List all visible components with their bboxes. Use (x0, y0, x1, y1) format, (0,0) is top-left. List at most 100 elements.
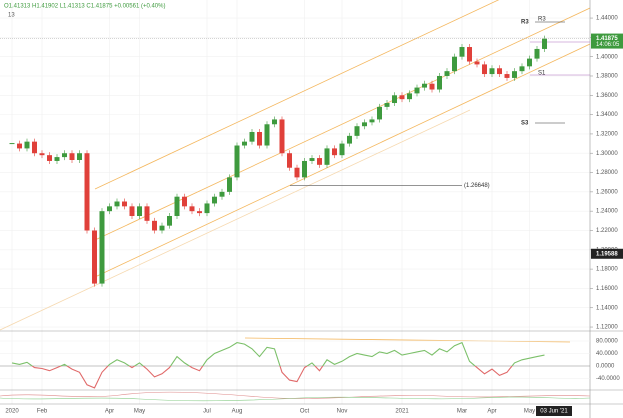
candle-body (84, 153, 90, 231)
candle-body (444, 71, 450, 76)
x-tick-label: 2021 (395, 409, 409, 415)
candle-body (257, 131, 262, 146)
y-tick-label: 1.32000 (596, 132, 618, 138)
candle-body (212, 196, 217, 204)
y-tick-label: 1.34000 (596, 112, 618, 118)
countdown: 14:06:05 (596, 42, 620, 48)
candle-body (294, 167, 300, 178)
y-tick-label: 1.26000 (596, 189, 618, 195)
candle-body (47, 155, 52, 161)
x-tick-label: Apr (105, 409, 114, 415)
candle-body (542, 38, 547, 49)
candle-body (474, 61, 480, 65)
candle-body (32, 141, 37, 154)
candle-body (414, 87, 420, 94)
candle-body (152, 220, 157, 231)
candle-body (459, 47, 465, 57)
candle-body (309, 158, 315, 161)
candle-body (219, 191, 225, 197)
candle-body (324, 148, 330, 165)
x-tick-label: Apr (487, 409, 496, 415)
candle-body (272, 119, 277, 125)
candle-body (204, 203, 210, 214)
x-tick-label: Feb (37, 409, 48, 415)
x-tick-label: Nov (337, 409, 348, 415)
candle-body (39, 153, 45, 156)
y-tick-label: 1.36000 (596, 93, 618, 99)
candle-body (489, 68, 495, 75)
pitchfork-line (94, 0, 500, 190)
candle-body (467, 47, 472, 62)
x-tick-label: May (134, 409, 145, 415)
y-tick-label: 1.40000 (596, 54, 618, 60)
price-label: 1.41875 (596, 36, 618, 42)
candle-body (54, 157, 60, 161)
x-tick-label: Mar (457, 409, 467, 415)
level-label: (1.26648) (464, 183, 490, 189)
candle-body (362, 122, 367, 127)
candle-body (114, 201, 120, 207)
candle-body (407, 93, 412, 100)
candle-body (369, 119, 375, 123)
price-label-box (591, 33, 623, 49)
candle-body (99, 211, 105, 284)
candle-body (137, 206, 142, 216)
candle-body (429, 83, 435, 90)
candle-body (422, 83, 427, 88)
pivot-label: R3 (521, 20, 529, 26)
y-tick-label: 1.30000 (596, 151, 618, 157)
candle-body (17, 143, 22, 149)
y-tick-label: -40.0000 (596, 376, 620, 382)
sub-indicator (0, 396, 591, 402)
candle-body (62, 153, 67, 158)
y-tick-label: 40.0000 (596, 351, 618, 357)
x-tick-label: Jul (203, 409, 211, 415)
y-tick-label: 1.28000 (596, 170, 618, 176)
y-tick-label: 1.24000 (596, 209, 618, 215)
candle-body (279, 119, 285, 154)
candle-body (354, 126, 360, 136)
candle-body (92, 230, 97, 284)
oscillator-line (31, 366, 513, 389)
candle-body (174, 196, 180, 216)
candle-body (197, 211, 202, 214)
candle-body (249, 131, 255, 142)
candle-body (452, 56, 457, 72)
candle-body (332, 148, 337, 156)
trend-line (244, 337, 571, 343)
y-tick-label: 0.0000 (596, 364, 615, 370)
candle-body (77, 153, 82, 160)
y-tick-label: 80.0000 (596, 339, 618, 345)
ohlc-legend: O1.41313 H1.41902 L1.41313 C1.41875 +0.0… (4, 4, 165, 10)
candle-body (302, 160, 307, 178)
pitchfork-line (94, 43, 590, 278)
candle-body (504, 74, 510, 78)
candle-body (287, 153, 292, 168)
sub-indicator (0, 391, 591, 399)
oscillator-line (11, 341, 545, 366)
candle-body (129, 206, 135, 216)
y-tick-label: 1.14000 (596, 305, 618, 311)
candle-body (399, 95, 405, 100)
candle-body (384, 103, 390, 107)
candle-body (527, 58, 532, 67)
candle-body (392, 95, 397, 104)
candle-body (497, 68, 502, 75)
crosshair-box (536, 406, 572, 416)
pivot-label: S3 (521, 121, 529, 127)
candle-body (317, 158, 322, 165)
candle-body (482, 64, 487, 75)
candle-body (144, 206, 150, 221)
candle-body (69, 153, 75, 160)
candle-body (534, 48, 540, 59)
pitchfork-line (0, 109, 471, 331)
x-tick-label: May (524, 409, 535, 415)
candle-body (182, 196, 187, 207)
candle-body (347, 135, 352, 144)
y-tick-label: 1.18000 (596, 267, 618, 273)
price-label: 1.19588 (596, 251, 618, 257)
x-tick-label: Oct (300, 409, 310, 415)
